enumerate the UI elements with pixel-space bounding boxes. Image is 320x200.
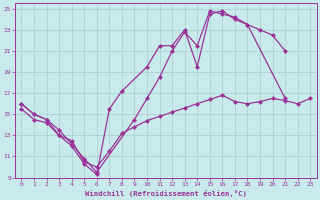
X-axis label: Windchill (Refroidissement éolien,°C): Windchill (Refroidissement éolien,°C) xyxy=(85,190,247,197)
